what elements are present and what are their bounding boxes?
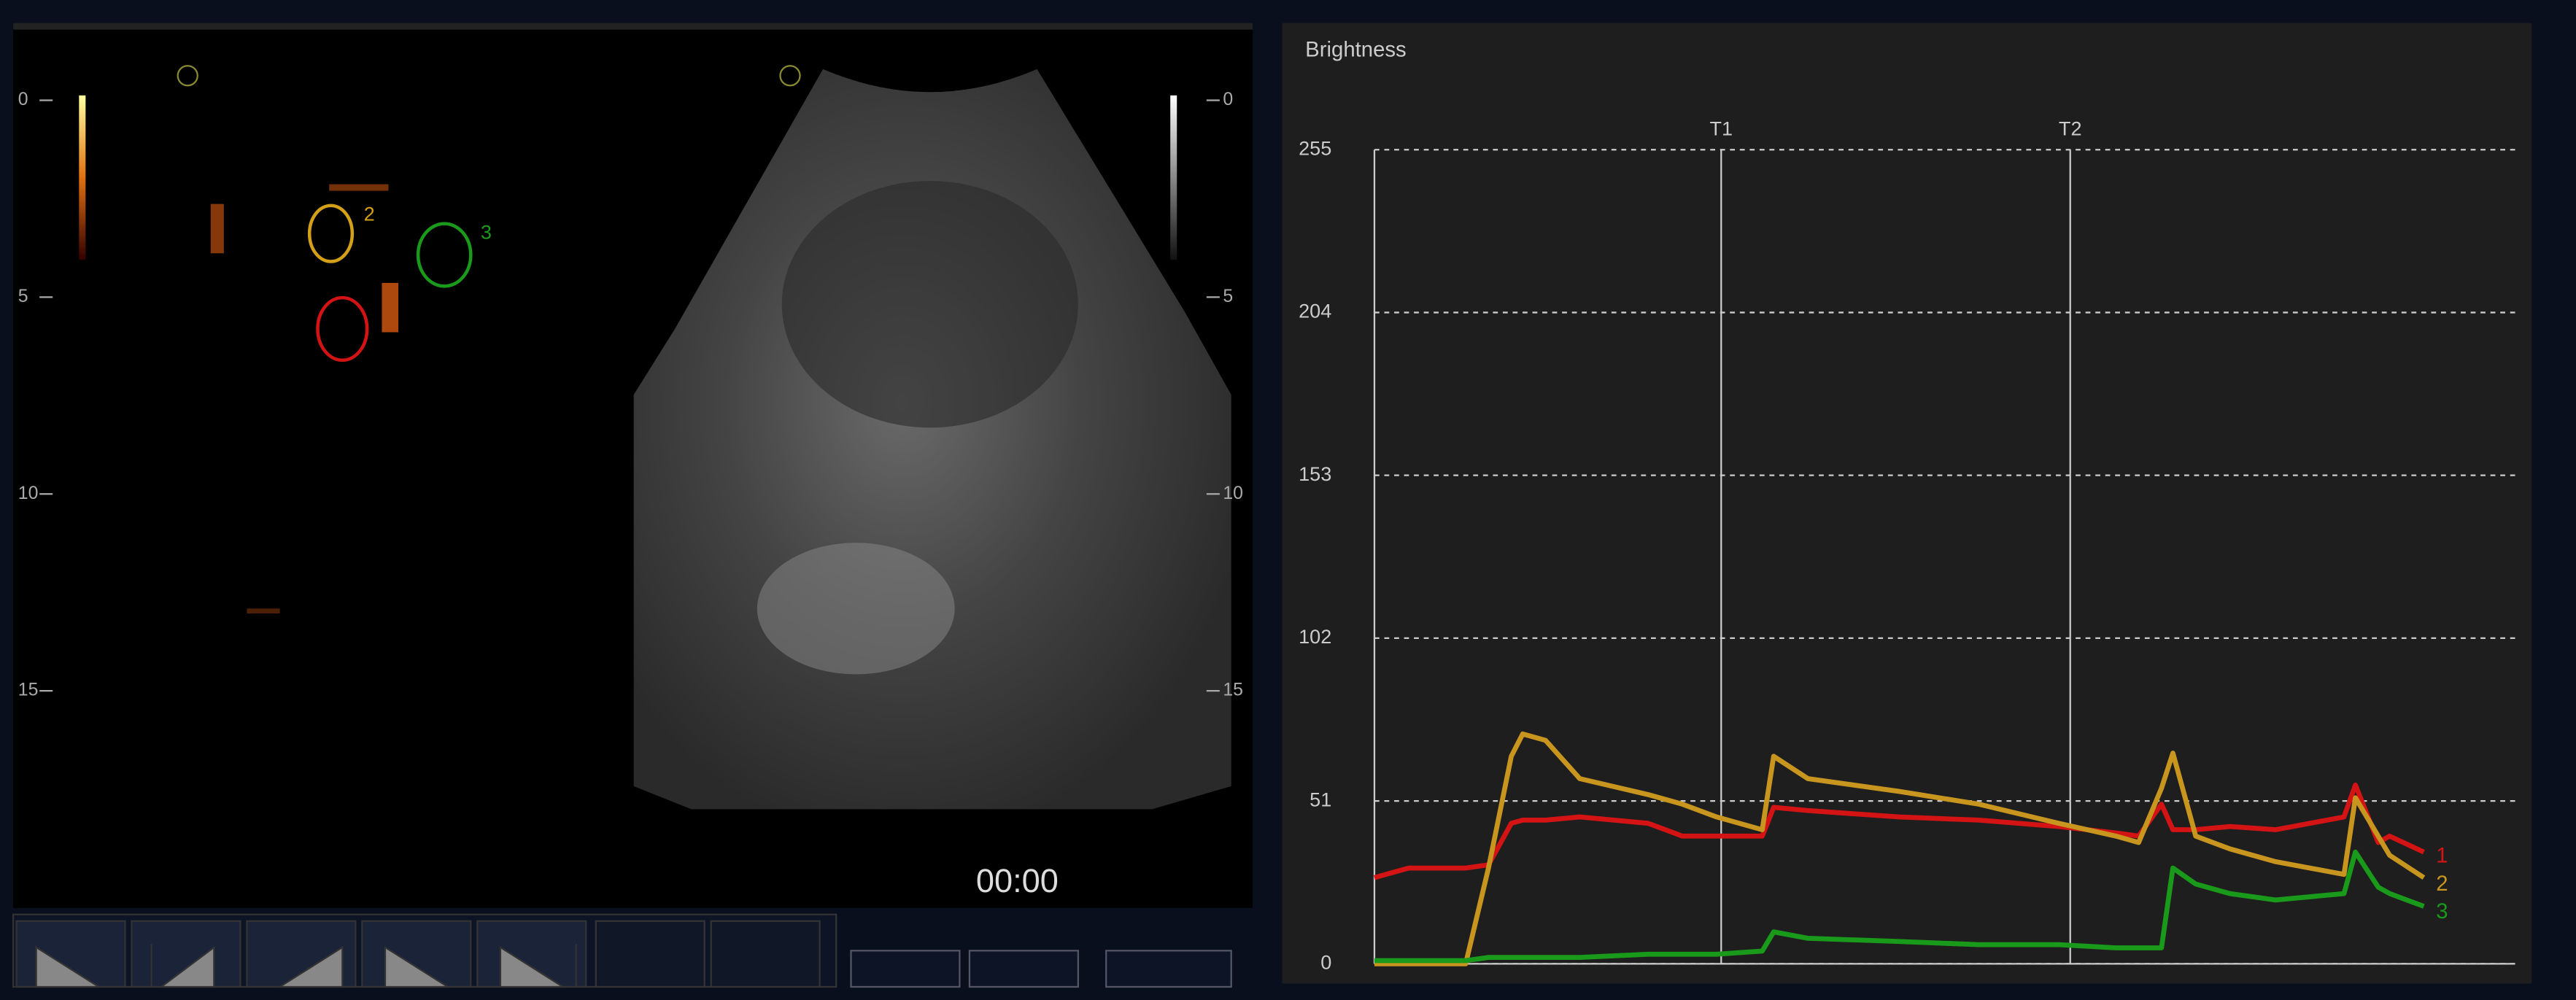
toolbar xyxy=(12,913,1232,988)
remove-roi-button[interactable] xyxy=(710,920,821,988)
y-tick-label: 51 xyxy=(1310,788,1331,810)
depth-label: 15 xyxy=(1223,681,1243,700)
y-tick-label: 204 xyxy=(1299,301,1331,322)
series-label: 1 xyxy=(2436,844,2448,868)
depth-label: 10 xyxy=(18,484,39,503)
gray-bar xyxy=(1170,95,1177,260)
roi-label: 3 xyxy=(481,221,492,243)
time-marker-label: T2 xyxy=(2059,117,2082,139)
probe-marker xyxy=(779,65,801,87)
chart-title: Brightness xyxy=(1305,38,1407,62)
y-tick-label: 255 xyxy=(1299,137,1331,159)
y-tick-label: 0 xyxy=(1320,952,1331,974)
roi-circle[interactable] xyxy=(307,204,355,263)
series-line xyxy=(1374,849,2425,964)
series-label: 2 xyxy=(2436,872,2448,896)
roi-label: 2 xyxy=(364,204,375,225)
depth-label: 0 xyxy=(18,90,28,109)
series-line xyxy=(1374,731,2426,966)
roi-circle[interactable] xyxy=(316,295,369,363)
button[interactable] xyxy=(968,950,1079,988)
timer: 00:00 xyxy=(976,862,1059,899)
probe-marker xyxy=(177,65,198,87)
y-tick-label: 102 xyxy=(1299,626,1331,648)
button[interactable] xyxy=(1105,950,1232,988)
organ xyxy=(757,543,955,675)
add-roi-button[interactable] xyxy=(595,920,705,988)
roi-circle[interactable] xyxy=(416,222,473,288)
depth-label: 5 xyxy=(1223,287,1233,306)
series-line xyxy=(1374,782,2425,880)
depth-label: 10 xyxy=(1223,484,1243,503)
chart-panel xyxy=(1282,23,2532,984)
organ xyxy=(781,181,1078,428)
ruler xyxy=(13,23,1253,30)
y-tick-label: 153 xyxy=(1299,463,1331,485)
ceus-speckle xyxy=(210,184,399,614)
depth-label: 0 xyxy=(1223,90,1233,109)
time-marker-label: T1 xyxy=(1709,117,1733,139)
button[interactable] xyxy=(850,950,961,988)
depth-label: 5 xyxy=(18,287,28,306)
depth-label: 15 xyxy=(18,681,39,700)
color-bar xyxy=(79,95,86,260)
series-label: 3 xyxy=(2436,899,2448,923)
